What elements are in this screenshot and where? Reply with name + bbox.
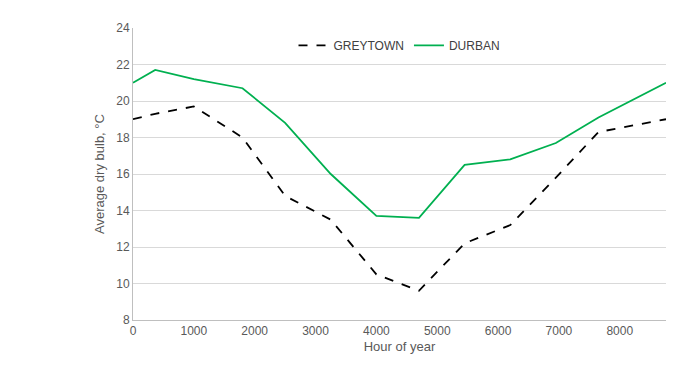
svg-text:DURBAN: DURBAN bbox=[449, 39, 500, 53]
svg-text:1000: 1000 bbox=[180, 324, 207, 338]
svg-text:8000: 8000 bbox=[606, 324, 633, 338]
svg-text:GREYTOWN: GREYTOWN bbox=[334, 39, 404, 53]
svg-text:8: 8 bbox=[123, 313, 130, 327]
svg-text:22: 22 bbox=[116, 58, 130, 72]
svg-text:0: 0 bbox=[130, 324, 137, 338]
svg-text:2000: 2000 bbox=[241, 324, 268, 338]
svg-text:24: 24 bbox=[116, 21, 130, 35]
svg-text:Average dry bulb, °C: Average dry bulb, °C bbox=[92, 114, 107, 234]
svg-text:16: 16 bbox=[116, 167, 130, 181]
svg-text:3000: 3000 bbox=[302, 324, 329, 338]
svg-text:18: 18 bbox=[116, 131, 130, 145]
svg-text:5000: 5000 bbox=[424, 324, 451, 338]
svg-text:12: 12 bbox=[116, 240, 130, 254]
svg-text:Hour of year: Hour of year bbox=[364, 339, 436, 354]
svg-text:6000: 6000 bbox=[485, 324, 512, 338]
svg-text:4000: 4000 bbox=[363, 324, 390, 338]
svg-text:14: 14 bbox=[116, 204, 130, 218]
svg-text:10: 10 bbox=[116, 277, 130, 291]
svg-text:20: 20 bbox=[116, 94, 130, 108]
svg-text:7000: 7000 bbox=[546, 324, 573, 338]
